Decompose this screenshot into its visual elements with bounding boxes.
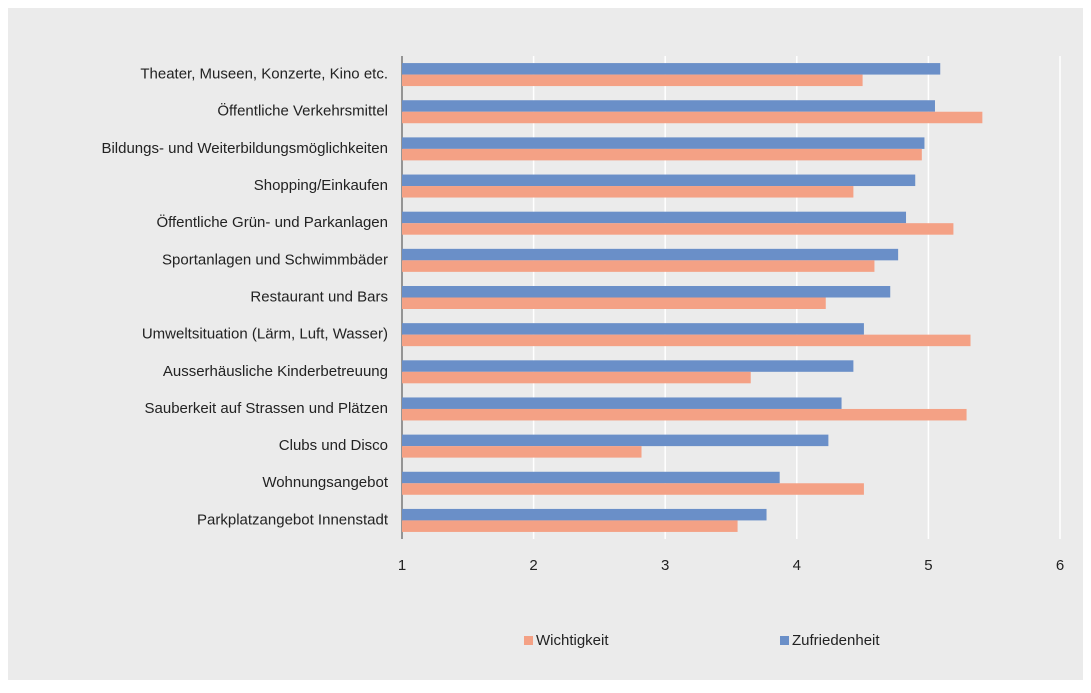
bar — [402, 446, 642, 458]
bar — [402, 371, 751, 384]
bar — [402, 211, 907, 224]
x-tick-label: 4 — [793, 557, 801, 574]
bar — [402, 148, 922, 161]
bar — [402, 63, 941, 75]
y-tick-label: Shopping/Einkaufen — [254, 177, 388, 194]
y-tick-label: Öffentliche Verkehrsmittel — [217, 102, 388, 120]
bar — [402, 408, 967, 421]
bar — [402, 434, 829, 447]
bar — [402, 248, 899, 261]
bar — [402, 223, 954, 235]
bar — [402, 334, 971, 347]
bar — [402, 297, 826, 309]
y-tick-label: Umweltsituation (Lärm, Luft, Wasser) — [142, 326, 388, 343]
bar — [402, 174, 916, 187]
y-tick-label: Sportanlagen und Schwimmbäder — [162, 251, 388, 268]
y-tick-label: Bildungs- und Weiterbildungsmöglichkeite… — [101, 140, 388, 157]
bar — [402, 137, 925, 149]
bar — [402, 111, 983, 124]
bar — [402, 186, 854, 198]
bar — [402, 471, 780, 484]
y-tick-label: Theater, Museen, Konzerte, Kino etc. — [140, 66, 388, 83]
legend-label: Wichtigkeit — [536, 632, 609, 649]
bar — [402, 360, 854, 372]
y-tick-label: Öffentliche Grün- und Parkanlagen — [156, 213, 388, 231]
x-tick-label: 6 — [1056, 557, 1064, 574]
y-tick-label: Wohnungsangebot — [262, 474, 388, 491]
x-tick-label: 5 — [924, 557, 932, 574]
bar — [402, 520, 738, 532]
bar — [402, 100, 935, 112]
bar — [402, 508, 767, 521]
y-tick-label: Parkplatzangebot Innenstadt — [197, 511, 389, 528]
legend-label: Zufriedenheit — [792, 632, 880, 649]
x-tick-label: 2 — [529, 557, 537, 574]
x-tick-label: 3 — [661, 557, 669, 574]
y-tick-label: Sauberkeit auf Strassen und Plätzen — [145, 400, 389, 417]
legend-swatch — [524, 636, 533, 645]
x-tick-label: 1 — [398, 557, 406, 574]
y-tick-label: Ausserhäusliche Kinderbetreuung — [163, 363, 388, 380]
bar — [402, 286, 891, 298]
y-tick-label: Clubs und Disco — [279, 437, 388, 454]
y-tick-label: Restaurant und Bars — [250, 288, 388, 305]
legend-swatch — [780, 636, 789, 645]
bar — [402, 74, 863, 87]
bar — [402, 483, 864, 495]
bar — [402, 397, 842, 409]
bar — [402, 323, 864, 335]
bar — [402, 260, 875, 272]
